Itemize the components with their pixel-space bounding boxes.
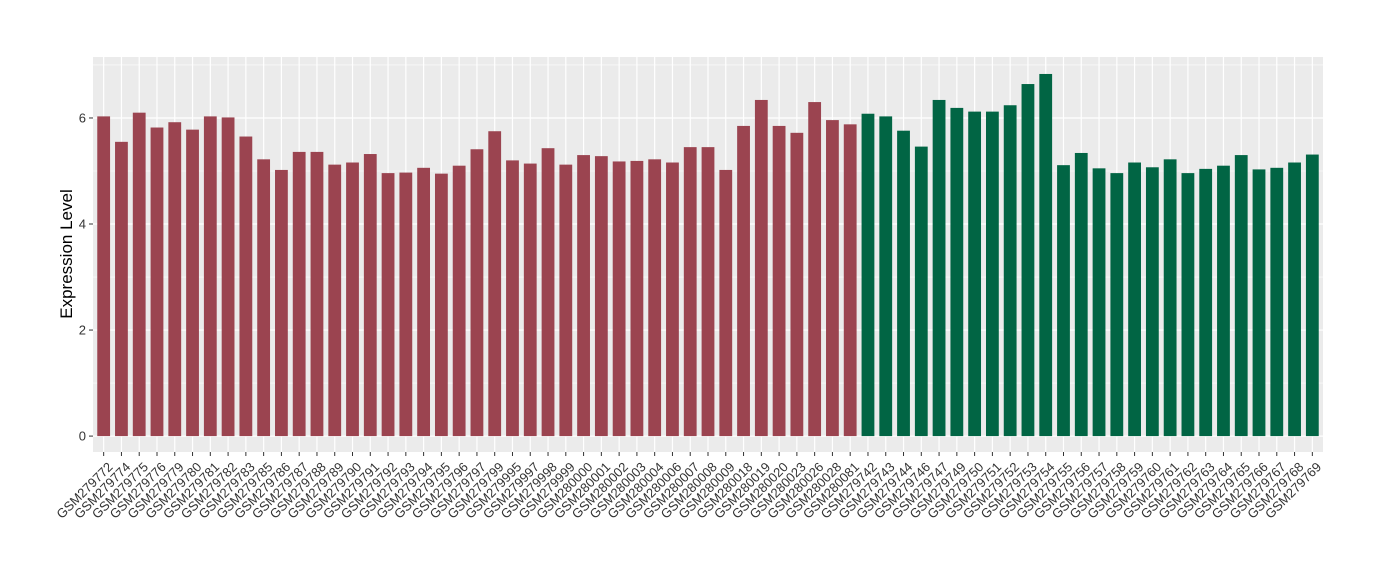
bar	[488, 131, 502, 437]
bar	[1110, 173, 1124, 437]
bar	[1003, 105, 1017, 437]
bar	[683, 147, 697, 437]
bar	[630, 160, 644, 437]
bar	[612, 161, 626, 437]
bar	[150, 127, 164, 437]
bar	[1181, 173, 1195, 437]
bar	[1252, 169, 1266, 437]
bar	[257, 159, 271, 437]
bar	[452, 165, 466, 437]
bar	[523, 163, 537, 437]
bar	[666, 162, 679, 437]
bar	[1217, 165, 1230, 437]
bar	[1199, 168, 1213, 437]
bar	[1074, 152, 1088, 437]
bar	[363, 154, 377, 437]
bar	[417, 167, 431, 437]
bar	[399, 172, 413, 437]
bar	[239, 136, 253, 437]
bar	[470, 149, 484, 437]
bar	[1128, 162, 1141, 437]
bar	[1305, 154, 1319, 437]
y-tick-label: 2	[79, 323, 86, 338]
bar	[790, 132, 804, 437]
y-tick-label: 0	[79, 429, 86, 444]
bar	[186, 129, 199, 437]
bar	[1234, 155, 1248, 437]
bar	[115, 141, 128, 437]
bar	[1288, 162, 1301, 437]
bar	[292, 151, 306, 437]
bar	[719, 169, 733, 437]
bar	[346, 162, 359, 437]
bar	[914, 146, 928, 437]
x-axis: GSM279772GSM279774GSM279775GSM279776GSM2…	[53, 452, 1324, 522]
bar	[97, 116, 111, 437]
y-tick-label: 4	[79, 217, 86, 232]
bar	[1145, 167, 1159, 437]
bar	[168, 122, 182, 437]
y-tick-label: 6	[79, 110, 86, 125]
bar	[826, 120, 839, 437]
bar	[1270, 167, 1284, 437]
bar	[506, 160, 519, 437]
bar	[701, 147, 715, 437]
bar	[754, 99, 768, 437]
bar	[843, 124, 857, 437]
bar	[648, 159, 662, 437]
bar	[1039, 73, 1053, 437]
bar	[985, 111, 999, 437]
bar	[541, 148, 555, 437]
bar	[203, 116, 217, 437]
bar	[221, 117, 235, 437]
bar	[932, 99, 946, 437]
bar	[772, 125, 786, 437]
y-axis: 0 2 4 6	[79, 110, 93, 444]
bar	[737, 125, 750, 437]
bar	[808, 102, 822, 437]
bar	[434, 173, 448, 437]
bars	[97, 73, 1319, 437]
bar	[1021, 84, 1035, 437]
bar	[594, 156, 608, 437]
y-axis-title: Expression Level	[57, 189, 76, 318]
bar	[310, 151, 324, 437]
bar	[132, 112, 146, 437]
bar	[275, 169, 288, 437]
bar	[381, 173, 395, 437]
bar	[897, 130, 910, 437]
bar	[1057, 165, 1070, 437]
bar	[861, 113, 875, 437]
bar	[968, 111, 982, 437]
bar	[879, 116, 893, 437]
bar	[559, 164, 573, 437]
bar	[328, 164, 342, 437]
bar	[1163, 159, 1177, 437]
bar	[1092, 168, 1106, 437]
bar	[577, 155, 590, 437]
bar	[950, 107, 964, 437]
